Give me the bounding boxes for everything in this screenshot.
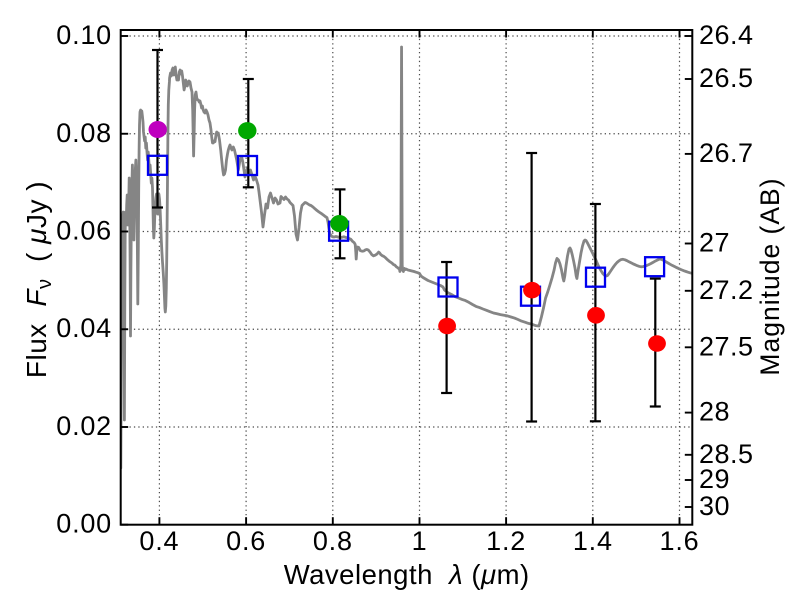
svg-text:29: 29 <box>699 464 730 494</box>
svg-text:1.4: 1.4 <box>573 526 613 556</box>
svg-text:Flux Fν ( μJy ): Flux Fν ( μJy ) <box>21 181 56 378</box>
svg-text:27.2: 27.2 <box>699 275 754 305</box>
svg-text:26.5: 26.5 <box>699 63 754 93</box>
svg-text:26.7: 26.7 <box>699 138 754 168</box>
svg-text:0.04: 0.04 <box>56 313 112 343</box>
svg-text:27: 27 <box>699 228 730 258</box>
svg-text:0.02: 0.02 <box>56 411 112 441</box>
svg-text:0.10: 0.10 <box>56 20 112 50</box>
svg-text:Magnitude (AB): Magnitude (AB) <box>755 177 785 375</box>
svg-text:28.5: 28.5 <box>699 439 754 469</box>
svg-text:1.2: 1.2 <box>486 526 526 556</box>
svg-text:Wavelength λ (μm): Wavelength λ (μm) <box>284 559 530 590</box>
svg-text:0.6: 0.6 <box>226 526 266 556</box>
svg-text:0.4: 0.4 <box>139 526 179 556</box>
svg-text:0.06: 0.06 <box>56 216 112 246</box>
svg-text:30: 30 <box>699 491 730 521</box>
svg-text:28: 28 <box>699 397 730 427</box>
svg-text:0.08: 0.08 <box>56 118 112 148</box>
svg-text:1.6: 1.6 <box>660 526 700 556</box>
svg-text:0.8: 0.8 <box>313 526 353 556</box>
svg-text:26.4: 26.4 <box>699 20 754 50</box>
svg-text:0.00: 0.00 <box>56 509 112 539</box>
svg-text:27.5: 27.5 <box>699 331 754 361</box>
svg-text:1: 1 <box>412 526 428 556</box>
